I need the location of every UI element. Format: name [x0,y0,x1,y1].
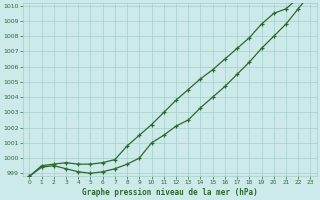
X-axis label: Graphe pression niveau de la mer (hPa): Graphe pression niveau de la mer (hPa) [82,188,258,197]
